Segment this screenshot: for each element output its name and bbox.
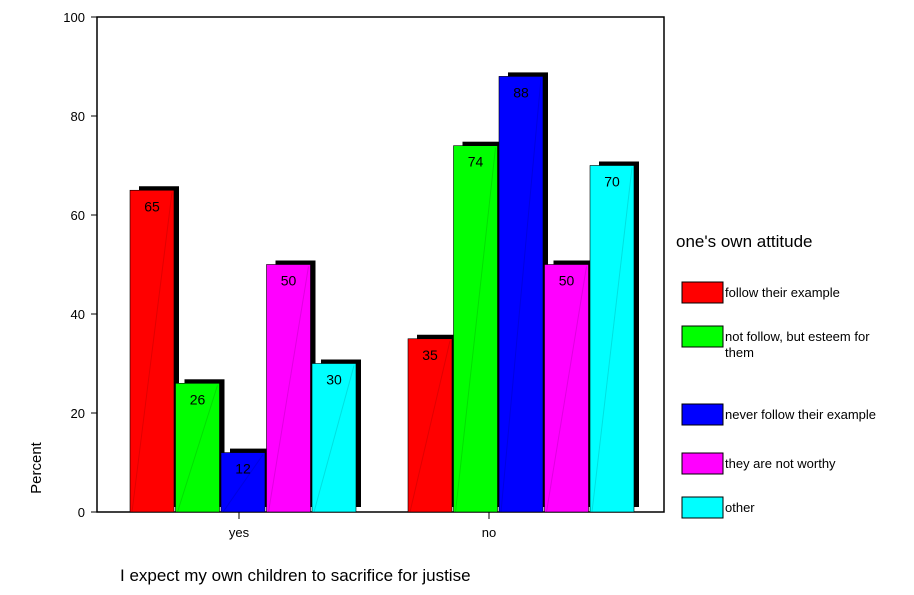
x-tick-label: no — [482, 525, 496, 540]
y-tick-label: 40 — [71, 307, 85, 322]
legend-swatch — [681, 452, 724, 475]
plot-border — [96, 16, 665, 513]
plot-frame — [96, 16, 665, 513]
bar-diagonal — [131, 192, 173, 513]
bar — [407, 338, 453, 513]
legend-swatch — [681, 325, 724, 348]
bar-diagonal — [546, 266, 587, 513]
bar-diagonal — [455, 147, 496, 513]
bar — [220, 452, 266, 513]
bar-diagonal — [409, 340, 451, 513]
bar — [175, 382, 220, 513]
data-label: 70 — [604, 174, 620, 190]
bars-group: 65 26 12 50 30 35 74 88 50 70 — [129, 72, 639, 513]
data-label: 50 — [281, 273, 297, 289]
y-tick-label: 0 — [78, 505, 85, 520]
y-tick-label: 20 — [71, 406, 85, 421]
bar-diagonal — [313, 365, 355, 513]
data-label: 26 — [190, 391, 206, 407]
legend-entry: never follow their example — [725, 407, 876, 422]
legend-title: one's own attitude — [676, 232, 813, 251]
bar-diagonal — [177, 385, 218, 513]
x-axis-label: I expect my own children to sacrifice fo… — [120, 566, 471, 585]
bar — [589, 165, 635, 513]
bar-diagonal — [591, 167, 633, 513]
data-label: 30 — [326, 372, 342, 388]
legend-entry: other — [725, 500, 755, 515]
legend-entry: follow their example — [725, 285, 840, 300]
bar-diagonal — [222, 454, 264, 513]
legend-swatch — [681, 403, 724, 426]
y-axis-label: Percent — [28, 441, 45, 494]
x-axis: yes no — [229, 512, 496, 540]
bar-diagonal — [500, 78, 542, 513]
bar — [498, 76, 544, 513]
data-label: 65 — [144, 198, 160, 214]
data-label: 88 — [513, 84, 529, 100]
bar — [129, 189, 175, 513]
legend: one's own attitude follow their example n… — [676, 232, 876, 519]
y-tick-label: 60 — [71, 208, 85, 223]
legend-swatch — [681, 281, 724, 304]
y-axis: 0 20 40 60 80 100 — [63, 10, 97, 520]
bar — [453, 145, 498, 513]
bar — [266, 264, 311, 513]
data-label: 12 — [235, 461, 251, 477]
legend-swatch — [681, 496, 724, 519]
legend-entry: they are not worthy — [725, 456, 836, 471]
bar-diagonal — [268, 266, 309, 513]
data-label: 74 — [468, 154, 484, 170]
y-tick-label: 80 — [71, 109, 85, 124]
x-tick-label: yes — [229, 525, 250, 540]
bar — [311, 363, 357, 513]
y-tick-label: 100 — [63, 10, 85, 25]
data-label: 35 — [422, 347, 438, 363]
bar — [544, 264, 589, 513]
legend-entry: not follow, but esteem for them — [725, 329, 870, 360]
data-label: 50 — [559, 273, 575, 289]
